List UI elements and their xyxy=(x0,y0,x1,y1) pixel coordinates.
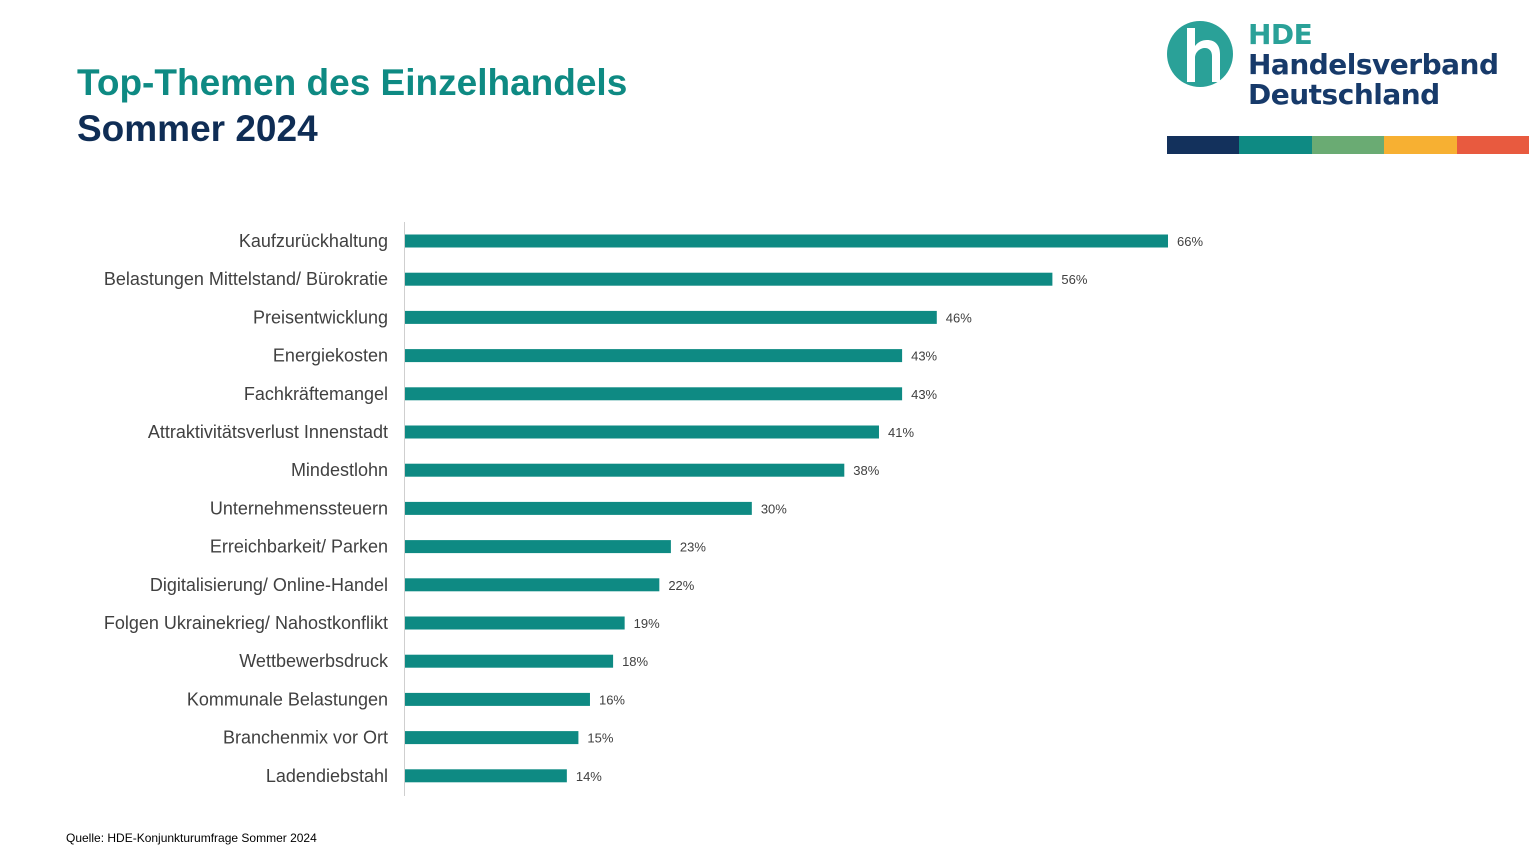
category-label: Energiekosten xyxy=(273,346,388,366)
logo-text: HDE Handelsverband Deutschland xyxy=(1248,20,1499,110)
hde-logo: HDE Handelsverband Deutschland xyxy=(1165,18,1529,158)
data-label: 14% xyxy=(576,769,602,784)
data-label: 66% xyxy=(1177,234,1203,249)
data-label: 43% xyxy=(911,349,937,364)
bar xyxy=(405,769,567,783)
category-label: Erreichbarkeit/ Parken xyxy=(210,537,388,557)
category-label: Kommunale Belastungen xyxy=(187,689,388,709)
category-label: Folgen Ukrainekrieg/ Nahostkonflikt xyxy=(104,613,388,633)
brand-color-stripes xyxy=(1167,136,1529,154)
data-label: 56% xyxy=(1061,272,1087,287)
data-label: 18% xyxy=(622,654,648,669)
bar xyxy=(405,731,579,745)
page-title: Top-Themen des Einzelhandels xyxy=(77,62,628,103)
category-label: Unternehmenssteuern xyxy=(210,498,388,518)
data-label: 19% xyxy=(634,616,660,631)
brand-stripe xyxy=(1311,136,1385,154)
data-label: 16% xyxy=(599,692,625,707)
bar xyxy=(405,272,1053,286)
bar xyxy=(405,234,1168,248)
bar xyxy=(405,387,903,401)
data-label: 15% xyxy=(587,731,613,746)
data-label: 41% xyxy=(888,425,914,440)
category-label: Digitalisierung/ Online-Handel xyxy=(150,575,388,595)
category-label: Kaufzurückhaltung xyxy=(239,231,388,251)
brand-stripe xyxy=(1456,136,1529,154)
bar xyxy=(405,463,845,477)
bar xyxy=(405,540,671,554)
bar xyxy=(405,501,752,515)
category-label: Belastungen Mittelstand/ Bürokratie xyxy=(104,269,388,289)
brand-stripe xyxy=(1384,136,1457,154)
bar xyxy=(405,578,660,592)
logo-name-line2: Deutschland xyxy=(1248,78,1440,111)
page-subtitle: Sommer 2024 xyxy=(77,108,318,149)
data-label: 46% xyxy=(946,310,972,325)
bar xyxy=(405,310,937,324)
category-label: Wettbewerbsdruck xyxy=(239,651,389,671)
bar xyxy=(405,692,590,706)
category-label: Attraktivitätsverlust Innenstadt xyxy=(148,422,388,442)
category-label: Fachkräftemangel xyxy=(244,384,388,404)
data-label: 38% xyxy=(853,463,879,478)
category-label: Mindestlohn xyxy=(291,460,388,480)
source-note: Quelle: HDE-Konjunkturumfrage Sommer 202… xyxy=(66,831,317,845)
bar xyxy=(405,349,903,363)
bar xyxy=(405,616,625,630)
brand-stripe xyxy=(1239,136,1312,154)
data-label: 43% xyxy=(911,387,937,402)
bar xyxy=(405,654,614,668)
data-label: 22% xyxy=(668,578,694,593)
data-label: 23% xyxy=(680,540,706,555)
data-label: 30% xyxy=(761,501,787,516)
hde-h-logo-icon xyxy=(1167,21,1233,87)
category-label: Ladendiebstahl xyxy=(266,766,388,786)
logo-abbr: HDE xyxy=(1248,18,1313,51)
brand-stripe xyxy=(1167,136,1240,154)
category-label: Preisentwicklung xyxy=(253,307,388,327)
logo-name-line1: Handelsverband xyxy=(1248,48,1499,81)
bar xyxy=(405,425,879,439)
category-label: Branchenmix vor Ort xyxy=(223,728,388,748)
